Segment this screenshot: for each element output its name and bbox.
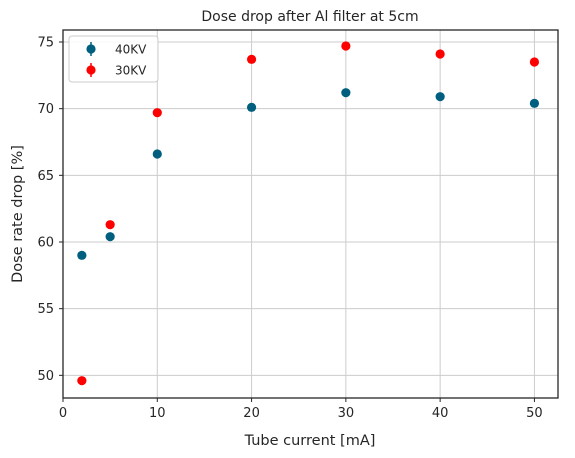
y-axis-label: Dose rate drop [%] xyxy=(10,145,26,283)
y-tick-label: 70 xyxy=(37,102,54,117)
legend-label: 40KV xyxy=(115,43,147,57)
legend: 40KV 30KV xyxy=(68,35,159,83)
data-points xyxy=(77,41,540,386)
y-tick-label: 55 xyxy=(37,302,54,317)
data-point xyxy=(77,376,87,386)
y-tick-label: 65 xyxy=(37,169,54,184)
data-point xyxy=(105,220,115,230)
y-tick-label: 60 xyxy=(37,236,54,251)
data-point xyxy=(152,149,162,159)
data-point xyxy=(246,102,257,112)
data-point xyxy=(341,41,351,51)
x-tick-label: 30 xyxy=(338,406,355,421)
axis-ticks: 0 10 20 30 40 50 50 55 60 65 70 75 xyxy=(37,36,542,422)
chart-title: Dose drop after Al filter at 5cm xyxy=(201,9,418,25)
x-tick-label: 20 xyxy=(243,406,260,421)
data-point xyxy=(435,49,445,59)
legend-marker xyxy=(86,65,96,75)
x-tick-label: 40 xyxy=(432,406,449,421)
data-point xyxy=(105,232,115,242)
data-point xyxy=(77,250,87,260)
x-tick-label: 0 xyxy=(59,406,67,421)
data-point xyxy=(529,98,540,108)
legend-marker xyxy=(86,44,96,54)
series-30kv xyxy=(77,41,540,386)
legend-label: 30KV xyxy=(115,64,147,78)
x-tick-label: 10 xyxy=(149,406,166,421)
data-point xyxy=(152,108,162,118)
data-point xyxy=(341,88,351,98)
grid xyxy=(62,30,558,398)
y-tick-label: 75 xyxy=(37,36,54,51)
data-point xyxy=(246,54,257,64)
x-tick-label: 50 xyxy=(526,406,543,421)
series-40kv xyxy=(77,88,540,260)
data-point xyxy=(435,92,445,102)
y-tick-label: 50 xyxy=(37,369,54,384)
plot-frame xyxy=(62,29,559,399)
x-axis-label: Tube current [mA] xyxy=(244,433,376,449)
data-point xyxy=(529,57,540,67)
